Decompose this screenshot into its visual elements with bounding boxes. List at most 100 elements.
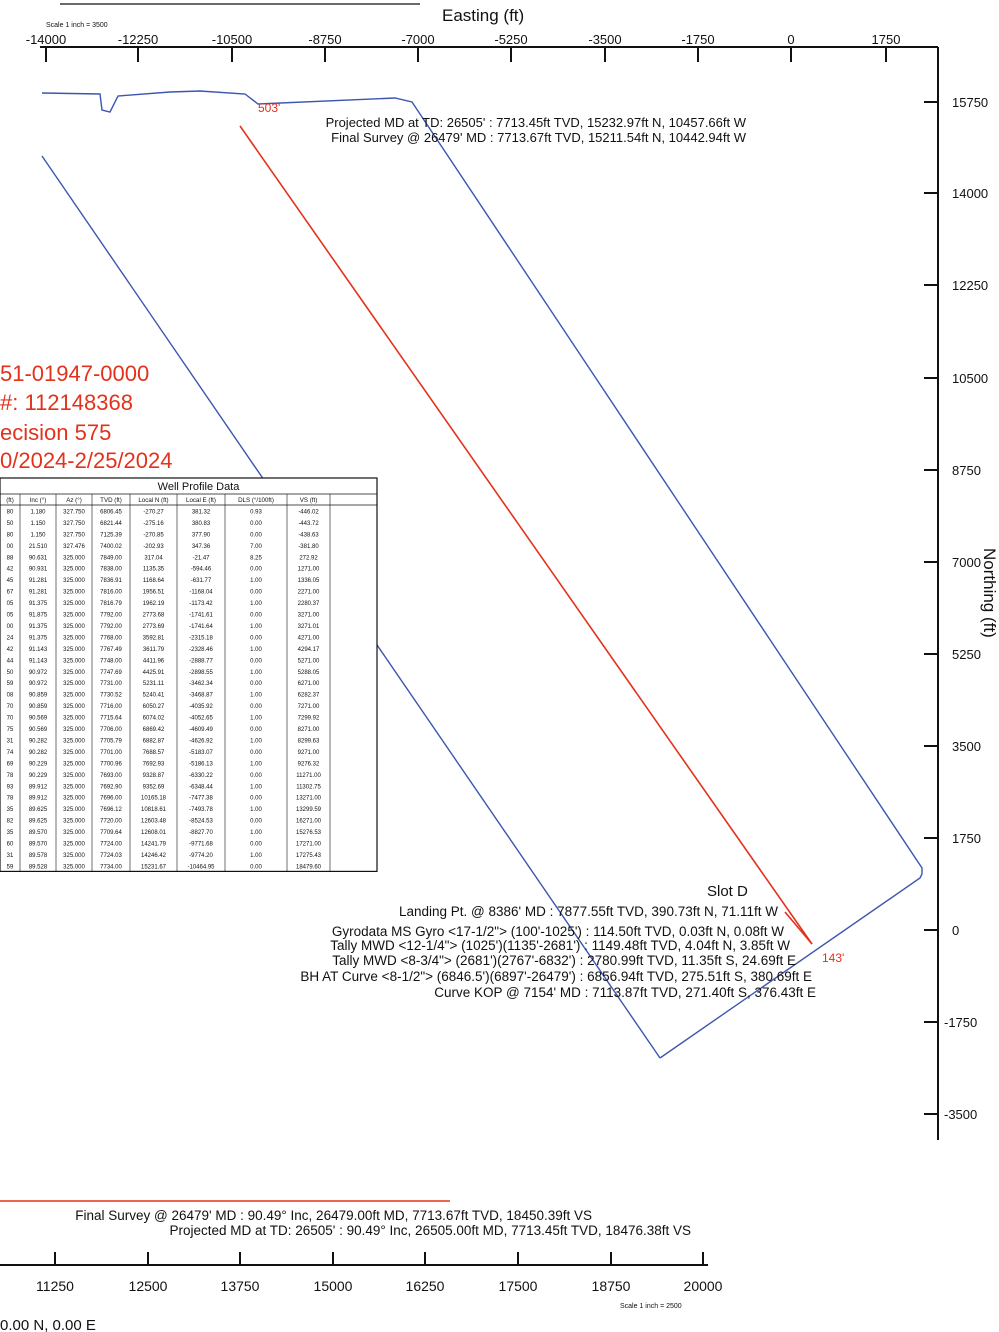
table-cell: 2773.68 [143,613,165,619]
y-tick-label: 7000 [952,555,981,570]
table-cell: -270.85 [143,532,164,538]
table-cell: 18479.60 [296,864,322,870]
section-view: 11250 12500 13750 15000 16250 17500 18750 20000… [0,1200,723,1332]
table-cell: 7716.00 [100,704,122,710]
section-tick-label: 15000 [314,1278,353,1294]
table-cell: 91.281 [29,590,48,596]
table-cell: 325.000 [63,555,85,561]
table-cell: 5288.05 [298,670,320,676]
table-cell: 325.000 [63,819,85,825]
table-cell: -5186.13 [189,761,213,767]
table-cell: 0.00 [250,681,262,687]
table-cell: 21.510 [29,544,48,550]
table-cell: 80 [7,509,14,515]
table-cell: 0.00 [250,521,262,527]
x-tick-label: -14000 [26,32,66,47]
table-cell: -594.46 [191,567,212,573]
table-cell: 7748.00 [100,658,122,664]
table-cell: 91.281 [29,578,48,584]
table-cell: 0.00 [250,864,262,870]
table-cell: 7838.00 [100,567,122,573]
table-cell: 90.229 [29,761,48,767]
table-cell: 1271.00 [298,567,320,573]
table-cell: -2315.18 [189,635,213,641]
table-cell: 325.000 [63,613,85,619]
table-cell: 70 [7,704,14,710]
table-cell: 325.000 [63,590,85,596]
table-cell: 6869.42 [143,727,165,733]
table-cell: 0.00 [250,704,262,710]
table-header: Local E (ft) [186,497,216,504]
y-tick-label: 8750 [952,463,981,478]
plan-scale-label: Scale 1 inch = 3500 [46,22,108,29]
table-cell: 1.00 [250,693,262,699]
table-cell: 7734.00 [100,864,122,870]
table-cell: 5271.00 [298,658,320,664]
y-tick-label: 14000 [952,186,988,201]
table-header: (ft) [6,497,14,504]
table-cell: 0.00 [250,532,262,538]
table-cell: 05 [7,613,14,619]
table-cell: 7706.00 [100,727,122,733]
table-cell: 325.000 [63,670,85,676]
table-cell: -1173.42 [189,601,213,607]
plan-annotation: Final Survey @ 26479' MD : 7713.67ft TVD… [331,130,747,145]
table-cell: 325.000 [63,842,85,848]
table-cell: 7.00 [250,544,262,550]
table-cell: 69 [7,761,14,767]
table-cell: 1962.19 [143,601,165,607]
table-cell: -3462.34 [189,681,213,687]
table-cell: -381.80 [298,544,319,550]
table-cell: 7299.92 [298,716,320,722]
table-cell: 11271.00 [296,773,321,779]
table-cell: 325.000 [63,784,85,790]
table-cell: -275.16 [143,521,164,527]
table-cell: 35 [7,807,14,813]
table-cell: -2888.77 [189,658,213,664]
table-cell: 6282.37 [298,693,320,699]
y-tick-label: 0 [952,923,959,938]
table-cell: 1956.51 [143,590,165,596]
table-cell: 89.570 [29,842,48,848]
table-cell: 08 [7,693,14,699]
table-cell: 90.931 [29,567,48,573]
table-cell: 91.875 [29,613,48,619]
table-cell: 12603.48 [141,819,167,825]
table-cell: 0.00 [250,773,262,779]
table-cell: 9352.69 [143,784,165,790]
table-cell: -1168.04 [189,590,213,596]
table-cell: 90.282 [29,750,48,756]
table-cell: 78 [7,773,14,779]
table-cell: 325.000 [63,601,85,607]
table-cell: 31 [7,738,14,744]
table-cell: -8524.53 [189,819,213,825]
section-annotation: Projected MD at TD: 26505' : 90.49° Inc,… [169,1223,691,1238]
table-cell: 1.150 [30,521,46,527]
section-tick-label: 18750 [592,1278,631,1294]
table-cell: 89.578 [29,853,48,859]
table-cell: 82 [7,819,14,825]
table-cell: 325.000 [63,693,85,699]
table-cell: 7700.96 [100,761,122,767]
table-cell: 7688.57 [143,750,165,756]
table-cell: 0.00 [250,635,262,641]
table-cell: 7705.79 [100,738,122,744]
table-cell: 75 [7,727,14,733]
table-cell: 1.180 [30,509,46,515]
table-cell: 5231.11 [143,681,165,687]
table-cell: 89.912 [29,784,48,790]
table-cell: 7792.00 [100,624,122,630]
table-cell: 15231.67 [141,864,167,870]
table-cell: 7836.91 [100,578,122,584]
table-cell: 4271.00 [298,635,320,641]
x-tick-label: -7000 [401,32,434,47]
x-tick-label: -12250 [118,32,158,47]
table-cell: -631.77 [191,578,212,584]
table-cell: 1.00 [250,738,262,744]
table-cell: 7816.00 [100,590,122,596]
table-cell: 05 [7,601,14,607]
table-cell: -9771.68 [189,842,213,848]
table-cell: 4425.91 [143,670,165,676]
table-cell: 90.631 [29,555,48,561]
